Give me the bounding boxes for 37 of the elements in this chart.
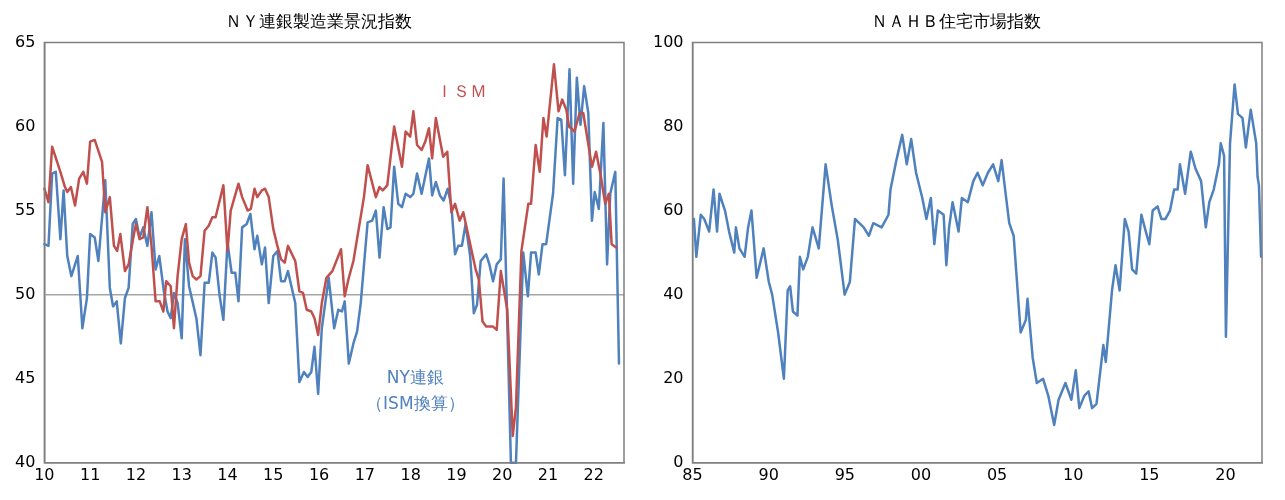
x-tick-label: 18 bbox=[400, 464, 421, 484]
x-tick-label: 10 bbox=[1063, 464, 1084, 484]
x-tick-label: 90 bbox=[758, 464, 779, 484]
y-tick-label: 50 bbox=[15, 283, 36, 303]
x-tick-label: 12 bbox=[125, 464, 147, 484]
chart-title: ＮＡＨＢ住宅市場指数 bbox=[871, 10, 1041, 31]
y-tick-label: 40 bbox=[15, 451, 36, 471]
y-tick-label: 40 bbox=[663, 283, 684, 303]
x-tick-label: 00 bbox=[910, 464, 932, 484]
x-tick-label: 21 bbox=[537, 464, 559, 484]
x-tick-label: 85 bbox=[682, 464, 703, 484]
y-tick-label: 80 bbox=[663, 115, 684, 135]
y-tick-label: 60 bbox=[15, 115, 36, 135]
series-label: NY連銀（ISM換算） bbox=[366, 367, 465, 414]
x-tick-label: 13 bbox=[171, 464, 192, 484]
y-tick-label: 45 bbox=[15, 367, 36, 387]
x-tick-label: 17 bbox=[354, 464, 376, 484]
y-tick-label: 55 bbox=[15, 199, 36, 219]
x-tick-label: 10 bbox=[34, 464, 55, 484]
series-label: ＩＳＭ bbox=[436, 81, 488, 102]
x-tick-label: 05 bbox=[986, 464, 1008, 484]
x-tick-label: 14 bbox=[217, 464, 238, 484]
x-tick-label: 22 bbox=[583, 464, 604, 484]
chart-title: ＮＹ連銀製造業景況指数 bbox=[224, 10, 412, 31]
x-tick-label: 95 bbox=[834, 464, 855, 484]
x-tick-label: 19 bbox=[446, 464, 467, 484]
y-tick-label: 65 bbox=[15, 31, 36, 51]
x-tick-label: 16 bbox=[308, 464, 330, 484]
y-tick-label: 100 bbox=[652, 31, 684, 51]
x-tick-label: 15 bbox=[263, 464, 284, 484]
x-tick-label: 20 bbox=[492, 464, 513, 484]
x-tick-label: 20 bbox=[1215, 464, 1236, 484]
y-tick-label: 20 bbox=[663, 367, 684, 387]
x-tick-label: 15 bbox=[1139, 464, 1160, 484]
x-tick-label: 11 bbox=[79, 464, 101, 484]
y-tick-label: 0 bbox=[673, 451, 684, 471]
y-tick-label: 60 bbox=[663, 199, 684, 219]
